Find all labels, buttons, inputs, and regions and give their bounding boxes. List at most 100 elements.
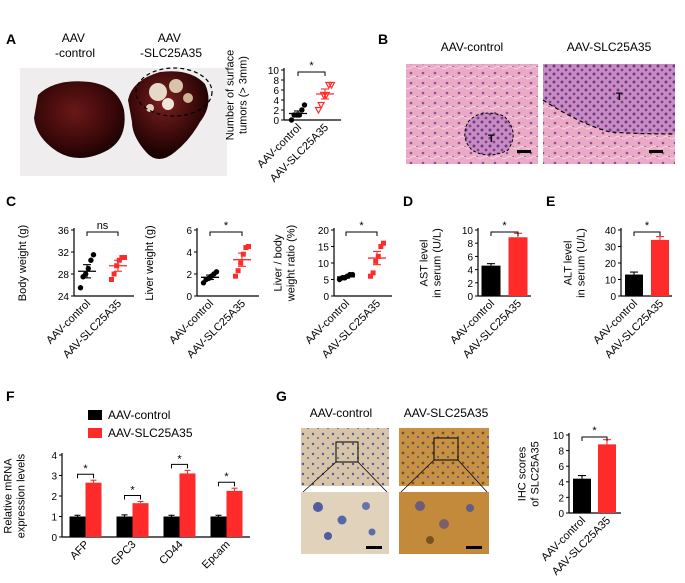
panel-b-label-control: AAV-control: [441, 40, 503, 54]
chart-d-significance-label: *: [502, 220, 507, 232]
chart-g-bar: [598, 444, 616, 513]
chart-f-y-tick-label: 0: [51, 533, 57, 544]
chart-c3-significance-label: *: [359, 220, 364, 232]
panel-letter-e: E: [546, 193, 555, 209]
chart-a-y-tick-label: 6: [273, 86, 279, 97]
chart-f-y-axis-label: Relative mRNAexpression levels: [3, 453, 28, 538]
chart-c1-point: [109, 277, 114, 282]
chart-c1-x-tick-label: AAV-SLC25A35: [61, 298, 124, 361]
chart-c3-point: [349, 271, 356, 278]
chart-c3-point: [368, 273, 373, 279]
chart-f-x-tick-label: Epcam: [200, 539, 233, 572]
chart-d-significance-bracket: [490, 231, 519, 236]
chart-c1-point: [88, 257, 94, 263]
panel-letter-g: G: [276, 388, 287, 404]
chart-g-y-tick-label: 4: [558, 478, 564, 489]
chart-c1-point: [85, 265, 92, 272]
chart-d-y-tick-label: 10: [462, 226, 474, 237]
chart-f-x-tick-label: AFP: [68, 539, 92, 563]
chart-c3-x-tick-label: AAV-SLC25A35: [320, 298, 383, 361]
chart-f-y-tick-label: 2: [51, 492, 57, 503]
chart-a-y-tick-label: 2: [273, 106, 279, 117]
chart-e-bar: [625, 274, 643, 296]
chart-c2-point: [233, 273, 238, 279]
chart-c1-point: [122, 255, 127, 260]
chart-g-significance-label: *: [592, 425, 597, 437]
chart-f-significance-bracket: [124, 495, 141, 500]
chart-c2-y-tick-label: 2: [186, 270, 192, 281]
panel-g-ihc-control: [301, 428, 389, 554]
chart-g-y-tick-label: 10: [553, 431, 565, 442]
chart-g-y-tick-label: 0: [558, 509, 564, 520]
chart-a-y-tick-label: 4: [273, 96, 279, 107]
chart-d-y-tick-label: 8: [467, 239, 473, 250]
tumor-mark-control: T: [488, 133, 495, 145]
chart-c3-significance-bracket: [345, 231, 378, 236]
chart-c2-point: [243, 245, 249, 251]
chart-f-bar: [132, 503, 149, 537]
chart-f-bar: [210, 516, 227, 537]
chart-c3-y-tick-label: 10: [318, 259, 330, 270]
chart-e-significance-bracket: [633, 231, 661, 236]
chart-f-legend-label: AAV-control: [108, 408, 170, 422]
chart-a-y-tick-label: 0: [273, 116, 279, 127]
chart-d-y-tick-label: 2: [467, 279, 473, 290]
chart-g-y-axis-label: IHC scoresof SLC25A35: [517, 441, 542, 506]
chart-c2-significance-label: *: [224, 220, 229, 232]
chart-e-y-tick-label: 40: [605, 226, 617, 237]
chart-a-y-tick-label: 10: [268, 66, 280, 77]
chart-g-bar: [573, 478, 591, 513]
chart-e-y-axis-label: ALT levelin serum (U/L): [563, 228, 588, 298]
scale-bar: [649, 150, 663, 153]
chart-f-bar: [226, 490, 243, 537]
panel-b-he-image-control: T: [406, 64, 538, 164]
panel-b-he-image-treatment: T: [542, 64, 676, 164]
chart-c1-point: [90, 252, 97, 258]
tumor-mark-treatment: T: [616, 91, 623, 103]
chart-f-bar: [85, 482, 102, 537]
chart-a-y-tick-label: 8: [273, 76, 279, 87]
chart-d-y-axis-label: AST levelin serum (U/L): [419, 228, 444, 298]
chart-c3-point: [375, 253, 381, 259]
chart-a-point: [314, 106, 323, 115]
chart-c1-significance-bracket: [86, 231, 119, 236]
chart-e-significance-label: *: [645, 220, 650, 232]
chart-f-significance-bracket: [77, 473, 94, 479]
panel-letter-a: A: [6, 31, 16, 47]
chart-c1-y-tick-label: 28: [58, 270, 70, 281]
panel-g-ihc-treatment: [399, 428, 489, 554]
chart-d-y-tick-label: 0: [467, 292, 473, 303]
chart-c2-point: [235, 268, 241, 274]
panel-letter-d: D: [403, 193, 413, 209]
scale-bar: [366, 546, 382, 549]
chart-c3-point: [370, 270, 376, 276]
chart-d-bar: [481, 265, 501, 296]
chart-c3-y-tick-label: 5: [323, 276, 329, 287]
photo-label-treatment: AAV -SLC25A35: [140, 31, 202, 60]
chart-d-y-tick-label: 4: [467, 266, 473, 277]
chart-e-bar: [651, 239, 669, 296]
chart-a-point: [327, 81, 336, 90]
chart-f-bar: [69, 516, 86, 537]
chart-f-legend-swatch: [88, 428, 102, 438]
chart-c2-y-tick-label: 4: [186, 248, 192, 259]
panel-g-label-treatment: AAV-SLC25A35: [404, 406, 489, 420]
chart-c1-point: [77, 285, 84, 291]
chart-c1-point: [119, 255, 125, 260]
chart-d-y-tick-label: 6: [467, 252, 473, 263]
chart-c2-y-tick-label: 0: [186, 292, 192, 303]
panel-b-label-treatment: AAV-SLC25A35: [567, 40, 652, 54]
chart-c3-y-tick-label: 0: [323, 292, 329, 303]
panel-letter-b: B: [378, 31, 388, 47]
chart-f-y-tick-label: 3: [51, 472, 57, 483]
chart-a-y-axis-label: Number of surfacetumors (> 3mm): [225, 50, 250, 140]
scale-bar: [466, 546, 482, 549]
chart-c2-x-tick-label: AAV-SLC25A35: [185, 298, 248, 361]
chart-c2-point: [240, 251, 246, 257]
photo-label-control: AAV -control: [55, 31, 95, 60]
chart-c2-point: [246, 244, 251, 249]
panel-letter-c: C: [6, 193, 16, 209]
chart-f-bar: [163, 516, 180, 537]
chart-g-y-tick-label: 2: [558, 493, 564, 504]
